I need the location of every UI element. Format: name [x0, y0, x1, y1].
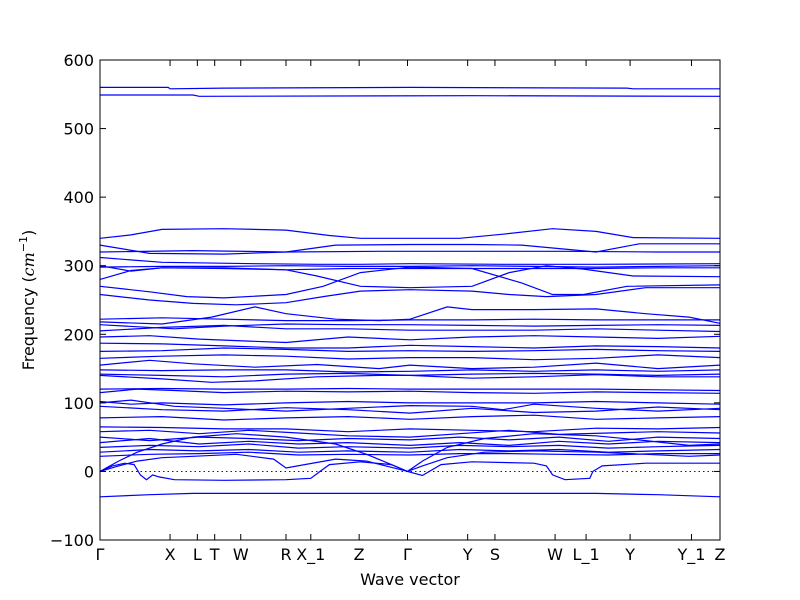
y-tick-label-7: 600	[63, 51, 94, 70]
x-tick-label-1: X	[165, 545, 176, 564]
y-tick-label-5: 400	[63, 188, 94, 207]
band-line-24	[99, 388, 721, 394]
band-line-25	[99, 400, 721, 406]
x-tick-label-3: T	[209, 545, 220, 564]
band-line-0	[100, 86, 720, 90]
band-line-38	[99, 461, 720, 481]
y-axis-label-unit: cm	[19, 252, 38, 276]
y-axis-label: Frequency (cm−1)	[17, 230, 38, 371]
x-tick-label-5: R	[280, 545, 291, 564]
band-line-28	[99, 414, 721, 421]
y-tick-label-2: 100	[63, 394, 94, 413]
band-line-29	[99, 426, 721, 433]
band-line-13	[99, 323, 721, 330]
band-line-3	[99, 243, 720, 255]
x-tick-label-4: W	[233, 545, 249, 564]
band-line-17	[99, 347, 721, 353]
x-axis-label: Wave vector	[360, 570, 460, 589]
band-line-26	[99, 399, 721, 412]
band-line-2	[99, 228, 721, 239]
band-line-20	[99, 369, 721, 373]
x-tick-label-14: Y_1	[677, 545, 706, 565]
band-line-33	[99, 443, 721, 449]
x-tick-label-2: L	[193, 545, 202, 564]
plot-frame	[99, 59, 721, 541]
x-axis: Γ X L T W R X_1 Z Γ Y S W L_1 Y Y_1 Z	[96, 60, 726, 565]
band-line-12	[99, 306, 721, 325]
band-line-22	[99, 374, 720, 383]
band-line-32	[99, 437, 721, 447]
band-line-39	[99, 492, 721, 498]
y-axis: −100 0 100 200 300 400 500 600	[50, 51, 720, 550]
band-line-30	[99, 429, 721, 438]
x-tick-label-7: Z	[354, 545, 365, 564]
y-tick-label-3: 200	[63, 325, 94, 344]
band-line-37	[99, 450, 721, 473]
band-line-19	[99, 359, 721, 370]
y-axis-label-prefix: Frequency (	[19, 276, 38, 370]
x-tick-label-15: Z	[715, 545, 726, 564]
y-tick-label-4: 300	[63, 257, 94, 276]
y-tick-label-1: 0	[84, 462, 94, 481]
x-tick-label-8: Γ	[403, 545, 412, 564]
band-line-14	[99, 324, 721, 333]
band-line-34	[99, 448, 721, 453]
y-tick-label-6: 500	[63, 120, 94, 139]
band-line-6	[99, 265, 721, 268]
x-tick-label-12: L_1	[573, 545, 600, 565]
band-line-9	[99, 266, 721, 299]
x-tick-label-10: S	[490, 545, 500, 564]
band-line-15	[99, 335, 721, 344]
band-line-1	[100, 94, 721, 97]
band-line-23	[99, 387, 721, 392]
x-tick-label-0: Γ	[96, 545, 105, 564]
band-line-8	[99, 265, 721, 289]
y-tick-label-0: −100	[50, 531, 94, 550]
band-line-16	[99, 342, 721, 349]
x-tick-label-11: W	[547, 545, 563, 564]
series-group	[99, 86, 721, 498]
band-line-18	[99, 354, 721, 361]
y-axis-label-exponent: −1	[17, 236, 30, 252]
band-line-4	[99, 249, 720, 253]
band-line-10	[99, 287, 720, 306]
band-line-35	[99, 451, 720, 457]
band-line-5	[99, 256, 721, 265]
y-axis-label-suffix: )	[19, 230, 38, 236]
x-tick-label-13: Y	[624, 545, 635, 564]
x-tick-label-9: Y	[462, 545, 473, 564]
band-line-27	[99, 405, 721, 414]
x-tick-label-6: X_1	[296, 545, 325, 565]
